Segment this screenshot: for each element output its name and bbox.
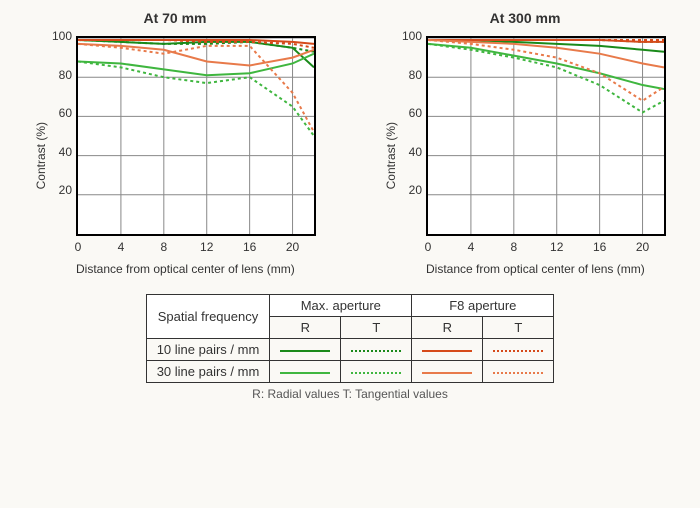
legend-row1-label: 10 line pairs / mm (146, 339, 270, 361)
legend-header-r: R (412, 317, 483, 339)
legend-header-spatial: Spatial frequency (146, 295, 270, 339)
legend-header-t: T (483, 317, 554, 339)
legend-swatch (412, 361, 483, 383)
legend-swatch (341, 339, 412, 361)
y-ticks: 10080604020 (52, 29, 72, 229)
chart-title: At 300 mm (490, 10, 561, 26)
chart-plot-area (426, 36, 666, 236)
charts-row: At 70 mm Contrast (%) 10080604020 048121… (0, 0, 700, 276)
y-axis-label: Contrast (%) (34, 122, 48, 189)
legend-swatch (270, 361, 341, 383)
legend-header-maxap: Max. aperture (270, 295, 412, 317)
x-axis-label: Distance from optical center of lens (mm… (426, 262, 666, 276)
chart-plot-area (76, 36, 316, 236)
legend-row2-label: 30 line pairs / mm (146, 361, 270, 383)
chart-300mm: At 300 mm Contrast (%) 10080604020 04812… (384, 10, 666, 276)
x-axis-label: Distance from optical center of lens (mm… (76, 262, 316, 276)
chart-title: At 70 mm (143, 10, 206, 26)
y-ticks: 10080604020 (402, 29, 422, 229)
chart-70mm: At 70 mm Contrast (%) 10080604020 048121… (34, 10, 316, 276)
legend-swatch (483, 339, 554, 361)
legend-swatch (270, 339, 341, 361)
legend-header-f8: F8 aperture (412, 295, 554, 317)
legend-swatch (412, 339, 483, 361)
legend-header-t: T (341, 317, 412, 339)
legend-swatch (483, 361, 554, 383)
y-axis-label: Contrast (%) (384, 122, 398, 189)
legend-table: Spatial frequency Max. aperture F8 apert… (146, 294, 555, 383)
legend-swatch (341, 361, 412, 383)
legend-header-r: R (270, 317, 341, 339)
legend-footnote: R: Radial values T: Tangential values (0, 387, 700, 401)
